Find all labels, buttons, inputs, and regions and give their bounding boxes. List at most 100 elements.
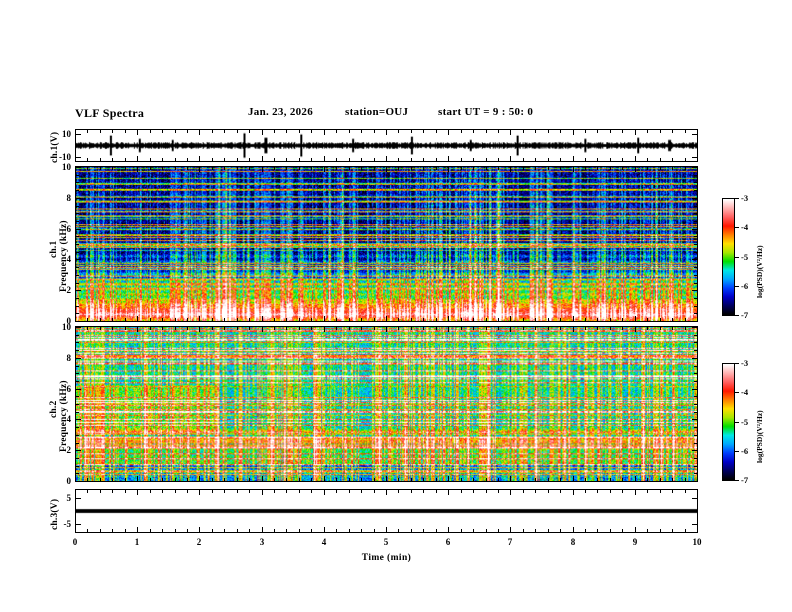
y-minor-tick	[694, 229, 697, 230]
x-minor-tick	[374, 158, 375, 161]
x-minor-tick	[87, 490, 88, 493]
x-minor-tick	[473, 130, 474, 133]
x-tick-label: 10	[692, 537, 702, 547]
y-minor-tick	[76, 327, 79, 328]
x-minor-tick	[299, 318, 300, 321]
x-minor-tick	[175, 529, 176, 532]
x-minor-tick	[672, 158, 673, 161]
x-minor-tick	[461, 490, 462, 493]
x-minor-tick	[336, 327, 337, 330]
x-minor-tick	[286, 529, 287, 532]
x-minor-tick	[187, 167, 188, 170]
x-major-tick	[635, 167, 636, 172]
ch2-spec-axis-title-channel: ch.2	[49, 400, 59, 418]
x-major-tick	[448, 130, 449, 135]
x-minor-tick	[461, 318, 462, 321]
x-minor-tick	[622, 130, 623, 133]
x-minor-tick	[560, 478, 561, 481]
colorbar-tick	[735, 315, 739, 316]
x-minor-tick	[286, 327, 287, 330]
ch1-spec-axis-title-channel: ch.1	[49, 240, 59, 258]
ch1-spectrogram-panel	[75, 166, 698, 322]
x-minor-tick	[162, 327, 163, 330]
colorbar-tick-label: -4	[741, 222, 749, 232]
x-minor-tick	[100, 478, 101, 481]
y-tick-label: 10	[62, 322, 71, 332]
x-minor-tick	[175, 167, 176, 170]
x-major-tick	[697, 527, 698, 532]
y-minor-tick	[76, 283, 79, 284]
y-tick-label: 2	[66, 445, 72, 455]
x-minor-tick	[87, 158, 88, 161]
y-minor-tick	[76, 298, 79, 299]
x-minor-tick	[336, 490, 337, 493]
x-minor-tick	[175, 478, 176, 481]
x-major-tick	[75, 130, 76, 135]
x-minor-tick	[498, 529, 499, 532]
x-minor-tick	[436, 490, 437, 493]
ch1-colorbar-title: log(PSD)(V²/Hz)	[755, 245, 764, 298]
x-major-tick	[510, 490, 511, 495]
x-minor-tick	[249, 327, 250, 330]
x-minor-tick	[685, 490, 686, 493]
x-minor-tick	[187, 130, 188, 133]
x-major-tick	[635, 327, 636, 332]
x-major-tick	[324, 130, 325, 135]
y-minor-tick	[76, 306, 79, 307]
x-minor-tick	[523, 529, 524, 532]
y-minor-tick	[76, 198, 79, 199]
x-minor-tick	[100, 490, 101, 493]
x-minor-tick	[585, 327, 586, 330]
x-minor-tick	[125, 158, 126, 161]
x-major-tick	[635, 490, 636, 495]
x-minor-tick	[473, 529, 474, 532]
x-minor-tick	[374, 167, 375, 170]
x-minor-tick	[100, 130, 101, 133]
x-minor-tick	[150, 130, 151, 133]
x-minor-tick	[461, 327, 462, 330]
x-minor-tick	[548, 327, 549, 330]
x-major-tick	[386, 316, 387, 321]
x-minor-tick	[685, 478, 686, 481]
x-minor-tick	[224, 529, 225, 532]
y-minor-tick	[694, 267, 697, 268]
y-minor-tick	[694, 198, 697, 199]
page-title: VLF Spectra	[75, 106, 145, 120]
y-minor-tick	[76, 458, 79, 459]
x-minor-tick	[374, 318, 375, 321]
x-major-tick	[75, 316, 76, 321]
x-minor-tick	[660, 130, 661, 133]
y-tick-label: 8	[66, 353, 72, 363]
y-minor-tick	[694, 466, 697, 467]
x-minor-tick	[87, 318, 88, 321]
y-minor-tick	[694, 190, 697, 191]
ch3-wave-axis-title: ch.3(V)	[50, 498, 60, 530]
ch1-spec-axis-title-freq: Frequency (kHz)	[59, 220, 69, 292]
x-major-tick	[386, 167, 387, 172]
y-major-tick	[692, 157, 697, 158]
x-minor-tick	[660, 167, 661, 170]
x-minor-tick	[660, 318, 661, 321]
x-minor-tick	[535, 130, 536, 133]
y-minor-tick	[694, 366, 697, 367]
x-minor-tick	[286, 318, 287, 321]
y-minor-tick	[694, 458, 697, 459]
x-minor-tick	[125, 327, 126, 330]
y-minor-tick	[694, 396, 697, 397]
x-minor-tick	[175, 130, 176, 133]
x-major-tick	[75, 156, 76, 161]
y-minor-tick	[76, 366, 79, 367]
y-minor-tick	[76, 350, 79, 351]
x-minor-tick	[398, 158, 399, 161]
y-minor-tick	[76, 373, 79, 374]
x-minor-tick	[162, 167, 163, 170]
x-minor-tick	[237, 478, 238, 481]
x-major-tick	[262, 167, 263, 172]
x-minor-tick	[398, 130, 399, 133]
x-major-tick	[510, 327, 511, 332]
ch2-spec-axis-title-freq: Frequency (kHz)	[59, 380, 69, 452]
x-major-tick	[573, 316, 574, 321]
x-major-tick	[510, 527, 511, 532]
x-minor-tick	[486, 318, 487, 321]
colorbar-tick	[735, 422, 739, 423]
